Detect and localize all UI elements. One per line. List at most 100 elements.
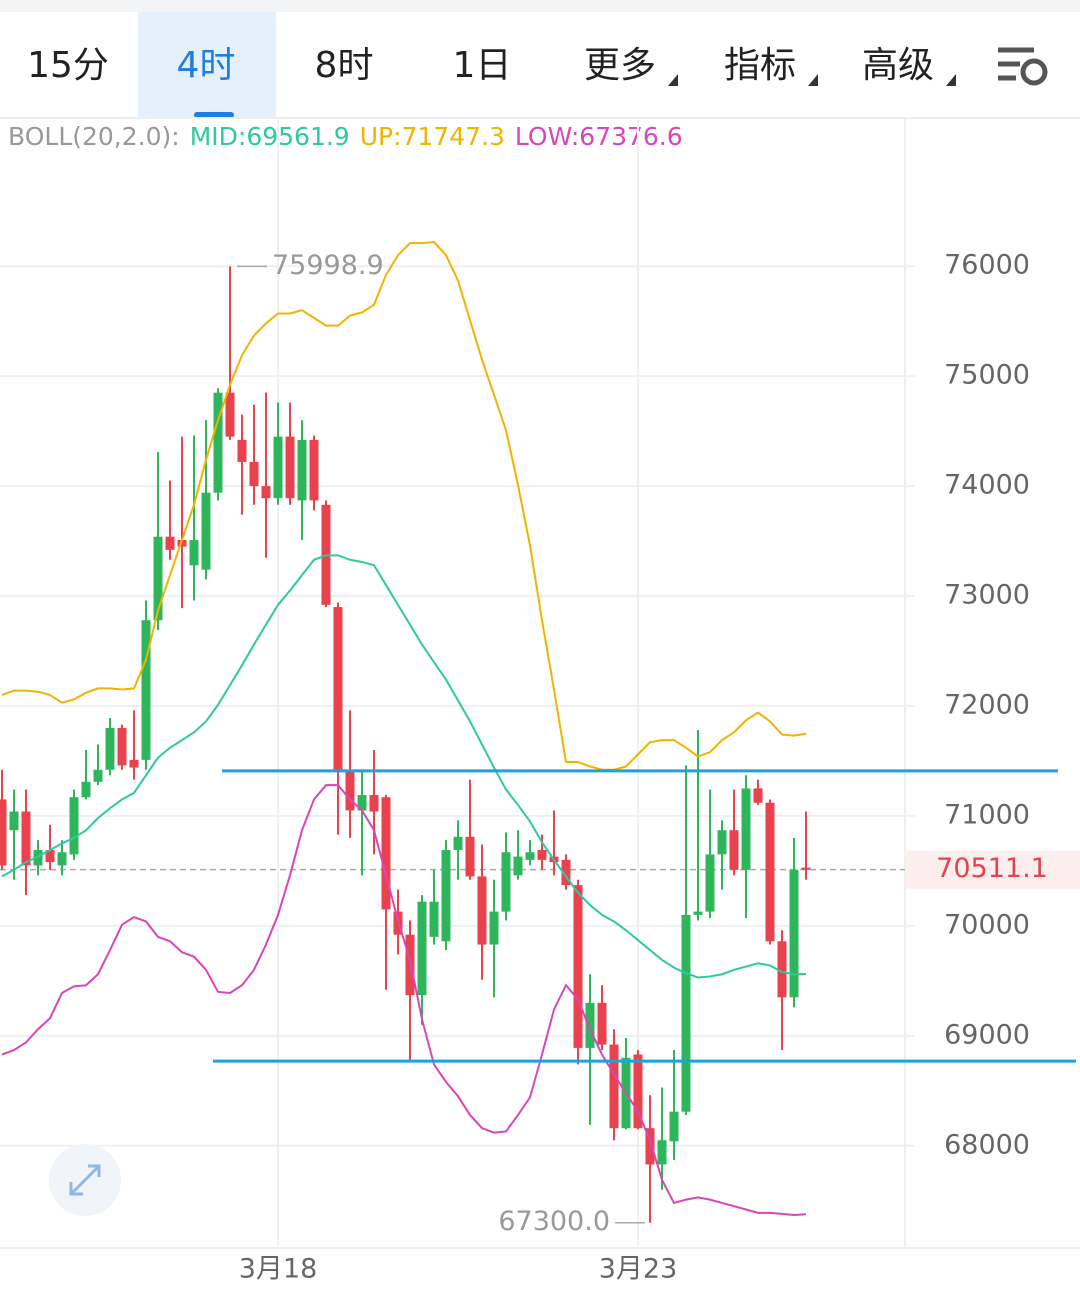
dropdown-caret [808, 74, 818, 86]
boll-line [1, 240, 807, 771]
candle-body [417, 901, 427, 996]
candle-body [801, 867, 811, 870]
dropdown-caret [668, 74, 678, 86]
boll-line [1, 554, 807, 979]
candle-body [513, 856, 523, 876]
y-tick-label: 74000 [944, 470, 1030, 501]
y-tick-label: 73000 [944, 580, 1030, 611]
candle-body [693, 911, 703, 915]
candle-body [213, 392, 223, 493]
candle-body [501, 852, 511, 912]
y-tick-label: 76000 [944, 250, 1030, 281]
tab[interactable]: 指标 [724, 45, 796, 86]
candle-body [741, 788, 751, 870]
tab[interactable]: 4时 [177, 45, 236, 86]
legend-entry: BOLL(20,2.0): [8, 122, 180, 151]
legend-entry: UP:71747.3 [360, 122, 505, 151]
boll-line [1, 784, 807, 1217]
candle-body [69, 797, 79, 855]
candle-body [789, 869, 799, 998]
x-tick-label: 3月23 [599, 1254, 678, 1285]
candle-body [141, 620, 151, 760]
candle-body [573, 885, 583, 1048]
candle-body [0, 799, 7, 866]
candle-body [309, 439, 319, 501]
candle-body [585, 1002, 595, 1048]
candle-body [225, 392, 235, 437]
candle-body [645, 1128, 655, 1165]
candle-body [165, 536, 175, 550]
plot: 68000 69000 70000 71000 72000 73000 74000 75000… [0, 120, 1080, 1285]
tab[interactable]: 1日 [453, 45, 512, 86]
candle-body [129, 759, 139, 768]
candle-body [273, 436, 283, 499]
tab[interactable]: 更多 [584, 45, 656, 86]
candle-body [633, 1054, 643, 1129]
candle-body [57, 852, 67, 866]
legend: BOLL(20,2.0): MID:69561.9 UP:71747.3 LOW:67… [8, 122, 683, 151]
candle-body [249, 461, 259, 487]
settings-icon[interactable] [998, 47, 1048, 86]
candle-body [381, 797, 391, 910]
candle-body [333, 607, 343, 770]
candle-body [765, 802, 775, 942]
expand-button[interactable] [49, 1144, 121, 1216]
candle-body [441, 850, 451, 942]
candle-body [45, 850, 55, 863]
candle-body [117, 727, 127, 766]
candle-body [201, 492, 211, 570]
candle-body [669, 1111, 679, 1142]
candle-body [429, 901, 439, 937]
tab-indicator [194, 112, 234, 118]
candle-body [705, 854, 715, 912]
y-tick-label: 72000 [944, 689, 1030, 720]
candle-body [729, 830, 739, 870]
candle-body [717, 830, 727, 855]
last-price-label: 70511.1 [936, 853, 1048, 884]
candle-body [237, 439, 247, 462]
candle-body [465, 836, 475, 877]
y-tick-label: 75000 [944, 360, 1030, 391]
candle-body [681, 914, 691, 1112]
candle-body [21, 811, 31, 866]
candle-body [561, 859, 571, 886]
tab[interactable]: 高级 [862, 45, 934, 86]
annotation-label: 75998.9 [272, 250, 384, 281]
candle-body [285, 436, 295, 499]
legend-entry: LOW:67376.6 [515, 122, 683, 151]
status-strip [0, 0, 1080, 12]
candle-body [105, 727, 115, 770]
y-tick-label: 69000 [944, 1019, 1030, 1050]
candle-body [369, 795, 379, 812]
candle-body [477, 876, 487, 945]
candle-body [453, 836, 463, 851]
candle-body [525, 852, 535, 860]
y-tick-label: 70000 [944, 909, 1030, 940]
candle-body [93, 769, 103, 782]
candle-body [753, 788, 763, 803]
tab-selected-bg [138, 12, 276, 118]
candle-body [177, 539, 187, 547]
y-tick-label: 68000 [944, 1129, 1030, 1160]
candle-body [537, 850, 547, 860]
tab[interactable]: 8时 [315, 45, 374, 86]
tab-bar: 15分 4时 8时 1日 更多 指标 高级 [27, 12, 956, 118]
candle-body [189, 539, 199, 566]
candle-body [777, 941, 787, 998]
legend-entry: MID:69561.9 [190, 122, 350, 151]
y-tick-label: 71000 [944, 799, 1030, 830]
candle-body [657, 1140, 667, 1165]
candle-body [297, 439, 307, 501]
candle-body [597, 1002, 607, 1045]
dropdown-caret [946, 74, 956, 86]
candle-body [9, 811, 19, 831]
candle-body [357, 795, 367, 811]
candle-body [489, 911, 499, 945]
last-price-box [905, 850, 1080, 889]
candle-body [345, 769, 355, 811]
candle-body [609, 1044, 619, 1129]
tab[interactable]: 15分 [27, 45, 109, 86]
x-tick-label: 3月18 [239, 1254, 318, 1285]
candle-body [153, 536, 163, 621]
